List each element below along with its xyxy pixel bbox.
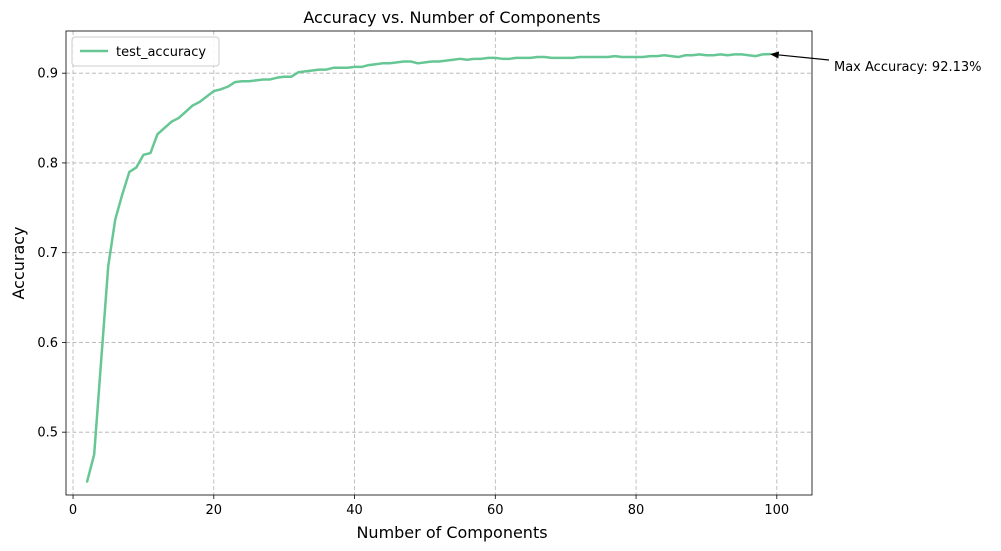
annotation-arrowhead	[769, 51, 780, 59]
x-tick-label: 40	[346, 503, 363, 518]
legend: test_accuracy	[71, 36, 220, 67]
max-accuracy-annotation: Max Accuracy: 92.13%	[769, 51, 982, 75]
series-layer	[85, 52, 772, 483]
annotation-arrow	[778, 54, 830, 61]
y-tick-label: 0.8	[37, 156, 58, 171]
y-tick-label: 0.6	[37, 336, 58, 351]
legend-label: test_accuracy	[116, 45, 206, 60]
grid-lines	[66, 31, 812, 495]
y-tick-label: 0.7	[37, 246, 58, 261]
chart-title: Accuracy vs. Number of Components	[303, 8, 600, 27]
x-tick-label: 20	[206, 503, 223, 518]
annotation-text: Max Accuracy: 92.13%	[834, 60, 982, 75]
y-axis-ticks: 0.5 0.6 0.7 0.8 0.9	[37, 67, 66, 441]
series-line-test_accuracy	[85, 52, 772, 483]
x-tick-label: 60	[487, 503, 504, 518]
legend-box	[71, 36, 220, 67]
y-tick-label: 0.9	[37, 67, 58, 82]
y-axis-label: Accuracy	[9, 226, 28, 299]
x-axis-ticks: 0 20 40 60 80 100	[69, 495, 789, 518]
x-axis-label: Number of Components	[356, 523, 547, 542]
x-tick-label: 80	[628, 503, 645, 518]
x-tick-label: 100	[764, 503, 789, 518]
plot-area-frame	[65, 30, 813, 496]
x-tick-label: 0	[69, 503, 77, 518]
y-tick-label: 0.5	[37, 426, 58, 441]
